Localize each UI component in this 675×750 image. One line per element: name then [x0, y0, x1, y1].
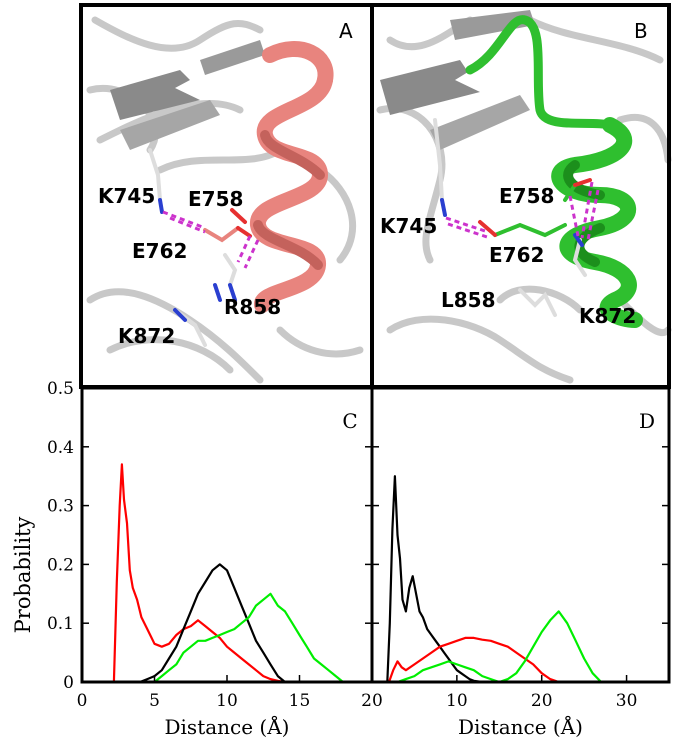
- plot-letter-d: D: [639, 409, 655, 433]
- side-chains-b: [433, 118, 592, 317]
- panel-b: E758 K745 E762 L858 K872 B: [374, 5, 672, 385]
- beta-sheet-b: [380, 10, 535, 150]
- chart-panel-d: 10 20 30 Distance (Å) D: [370, 386, 671, 739]
- y-tick-label-4: 0.4: [47, 438, 74, 458]
- plots: 0 0.1 0.2 0.3 0.4 0.5 0 5 10 15 20 Distance (Å) Prob…: [11, 379, 671, 739]
- series-line-d-2: [397, 610, 602, 684]
- label-r858-a: R858: [224, 295, 281, 319]
- series-line-d-1: [387, 636, 560, 684]
- x-axis-label-c: Distance (Å): [165, 714, 290, 739]
- series-line-d-0: [386, 475, 483, 684]
- series-line-c-0: [112, 463, 286, 684]
- hydrogen-bonds-b: [445, 181, 600, 241]
- y-tick-label-2: 0.2: [47, 555, 74, 575]
- x-tick-label-c-1: 5: [149, 691, 160, 711]
- panel-a: K745 E758 E762 R858 K872 A: [80, 5, 372, 385]
- label-k872-a: K872: [118, 324, 175, 348]
- label-k745-a: K745: [98, 184, 155, 208]
- chart-panel-c: 0 0.1 0.2 0.3 0.4 0.5 0 5 10 15 20 Distance (Å) Prob…: [11, 379, 383, 739]
- x-tick-label-c-4: 20: [361, 691, 383, 711]
- y-tick-label-5: 0.5: [47, 379, 74, 399]
- label-e758-a: E758: [188, 187, 243, 211]
- x-tick-label-d-0: 10: [446, 691, 468, 711]
- panel-letter-b: B: [634, 19, 648, 43]
- y-tick-label-3: 0.3: [47, 497, 74, 517]
- series-line-c-2: [153, 592, 344, 683]
- label-e762-a: E762: [132, 239, 187, 263]
- x-tick-label-c-2: 10: [216, 691, 238, 711]
- y-tick-label-1: 0.1: [47, 614, 74, 634]
- plot-letter-c: C: [342, 409, 357, 433]
- label-e758-b: E758: [499, 184, 554, 208]
- x-tick-label-c-3: 15: [289, 691, 311, 711]
- x-tick-label-d-2: 30: [616, 691, 638, 711]
- panel-letter-a: A: [339, 19, 353, 43]
- x-tick-label-c-0: 0: [77, 691, 88, 711]
- plot-frame-d: [370, 386, 671, 684]
- hydrogen-bonds-a: [162, 210, 260, 269]
- series-line-c-1: [139, 563, 286, 684]
- label-l858-b: L858: [441, 288, 496, 312]
- y-axis-label: Probability: [11, 517, 35, 634]
- x-tick-label-d-1: 20: [531, 691, 553, 711]
- label-k872-b: K872: [579, 304, 636, 328]
- y-tick-label-0: 0: [63, 673, 74, 693]
- plot-frame-c: [80, 386, 374, 684]
- label-k745-b: K745: [380, 214, 437, 238]
- side-chains-a: [148, 148, 252, 347]
- beta-sheet-a: [110, 40, 265, 150]
- label-e762-b: E762: [489, 243, 544, 267]
- alpha-helix-a: [250, 41, 334, 313]
- x-axis-label-d: Distance (Å): [458, 714, 583, 739]
